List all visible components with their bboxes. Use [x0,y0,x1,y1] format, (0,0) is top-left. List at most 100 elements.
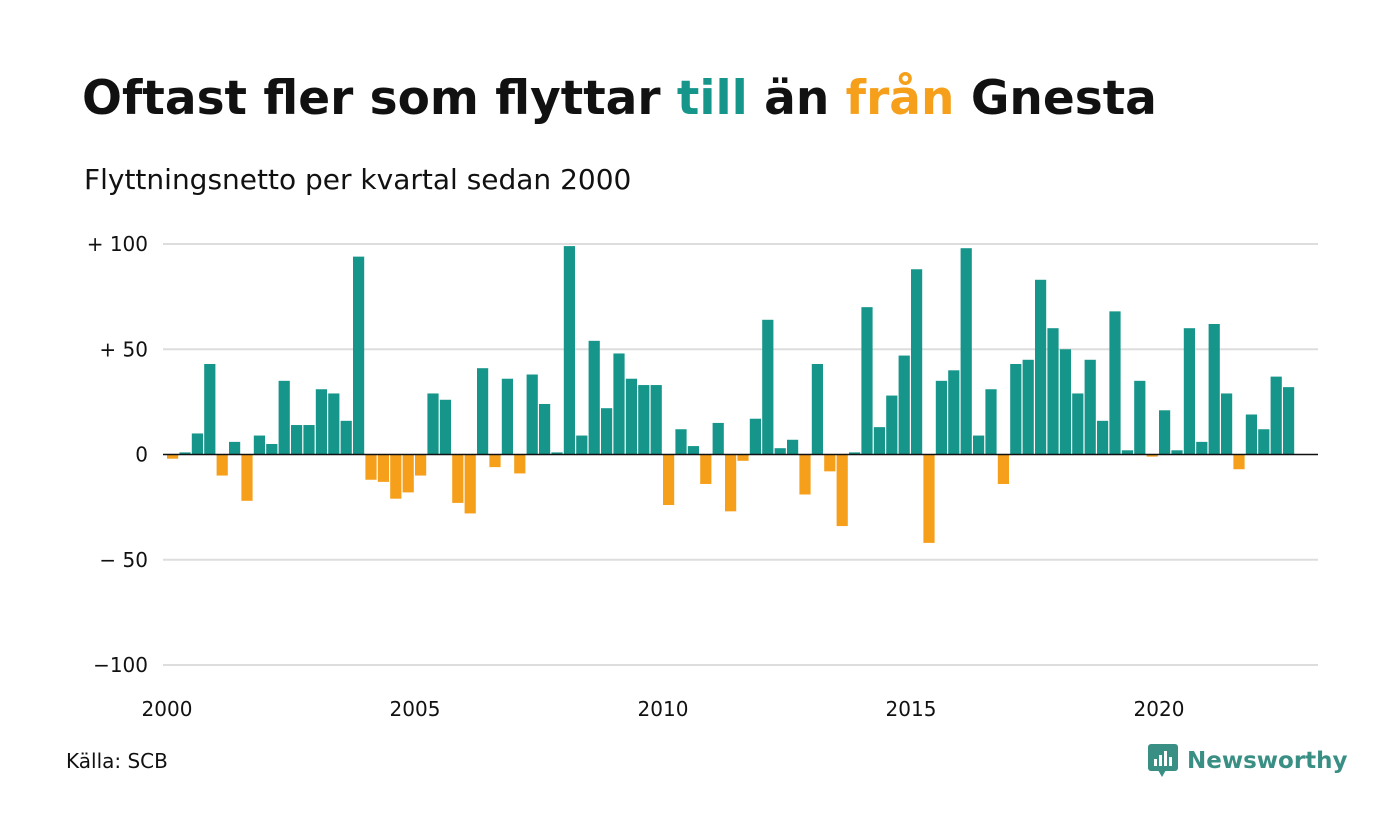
bar [1233,454,1245,470]
bar [1097,420,1109,455]
bar [886,395,898,455]
bar [191,433,203,455]
bar [1072,393,1084,455]
bar [588,340,600,455]
bar [774,448,786,455]
bar [576,435,588,455]
bar [1022,359,1034,455]
bar [340,420,352,455]
bar [911,269,923,455]
bar [650,385,662,455]
bar [1035,279,1047,455]
bar [514,454,526,474]
title-part-1: Oftast fler som flyttar [82,71,677,126]
bar [1047,328,1059,455]
y-tick-label: + 50 [99,337,148,361]
bar [898,355,910,455]
bar [464,454,476,514]
x-tick-label: 2000 [142,697,193,721]
bar [452,454,464,503]
bar [811,363,823,455]
bar [1109,311,1121,455]
bar [427,393,439,455]
chart-title: Oftast fler som flyttar till än från Gne… [82,71,1157,126]
bar [1283,387,1295,455]
bar [923,454,935,543]
bar [712,422,724,455]
bar [1059,349,1071,455]
bar [167,454,179,459]
chart-subtitle: Flyttningsnetto per kvartal sedan 2000 [84,163,632,196]
bar [1258,429,1270,455]
bar [439,399,451,455]
newsworthy-chart-icon [1148,744,1178,777]
x-tick-label: 2020 [1134,697,1185,721]
bar [985,389,997,455]
bar [303,425,315,455]
bar [613,353,625,455]
bar [824,454,836,472]
bar [849,452,861,455]
bar [1270,376,1282,455]
source-note: Källa: SCB [66,749,168,773]
bar [1196,441,1208,455]
bar [1134,380,1146,455]
bar [1121,450,1133,455]
bar [489,454,501,468]
bar [1171,450,1183,455]
bar [266,443,278,455]
title-part-5: Gnesta [954,71,1157,126]
bar [762,319,774,455]
bars [167,246,1295,543]
bar [241,454,253,501]
y-tick-label: + 100 [87,232,148,256]
bar [377,454,389,482]
x-axis-ticks: 2000 2005 2010 2015 2020 [142,697,1185,721]
bar [663,454,675,506]
bar [687,446,699,455]
bar [328,393,340,455]
bar [973,435,985,455]
bar [935,380,947,455]
gridlines [163,243,1318,666]
bar [291,425,303,455]
bar [415,454,427,476]
bar [477,368,489,455]
y-tick-label: 0 [135,443,148,467]
title-highlight-fran: från [845,71,955,126]
bar [725,454,737,512]
bar [787,439,799,455]
bar [737,454,749,461]
bar [253,435,265,455]
newsworthy-logo: Newsworthy [1148,744,1348,778]
bar [700,454,712,484]
bar [229,441,241,455]
bar [625,378,637,455]
bar [402,454,414,493]
bar [390,454,402,499]
bar [1208,323,1220,455]
bar [1010,363,1022,455]
bar [836,454,848,527]
bar [563,246,575,455]
bar [873,427,885,455]
bar [539,403,551,455]
bar [1221,393,1233,455]
bar [204,363,216,455]
bar [1245,414,1257,455]
bar [365,454,377,480]
title-highlight-till: till [676,71,748,126]
title-part-3: än [747,71,846,126]
bar [216,454,228,476]
x-tick-label: 2015 [886,697,937,721]
bar [1183,328,1195,455]
y-tick-label: − 50 [99,548,148,572]
bar [997,454,1009,484]
x-tick-label: 2010 [638,697,689,721]
y-axis-ticks: + 100 + 50 0 − 50 −100 [87,232,148,677]
bar [601,408,613,455]
bar [278,380,290,455]
bar [861,307,873,455]
bar [675,429,687,455]
y-tick-label: −100 [93,653,148,677]
